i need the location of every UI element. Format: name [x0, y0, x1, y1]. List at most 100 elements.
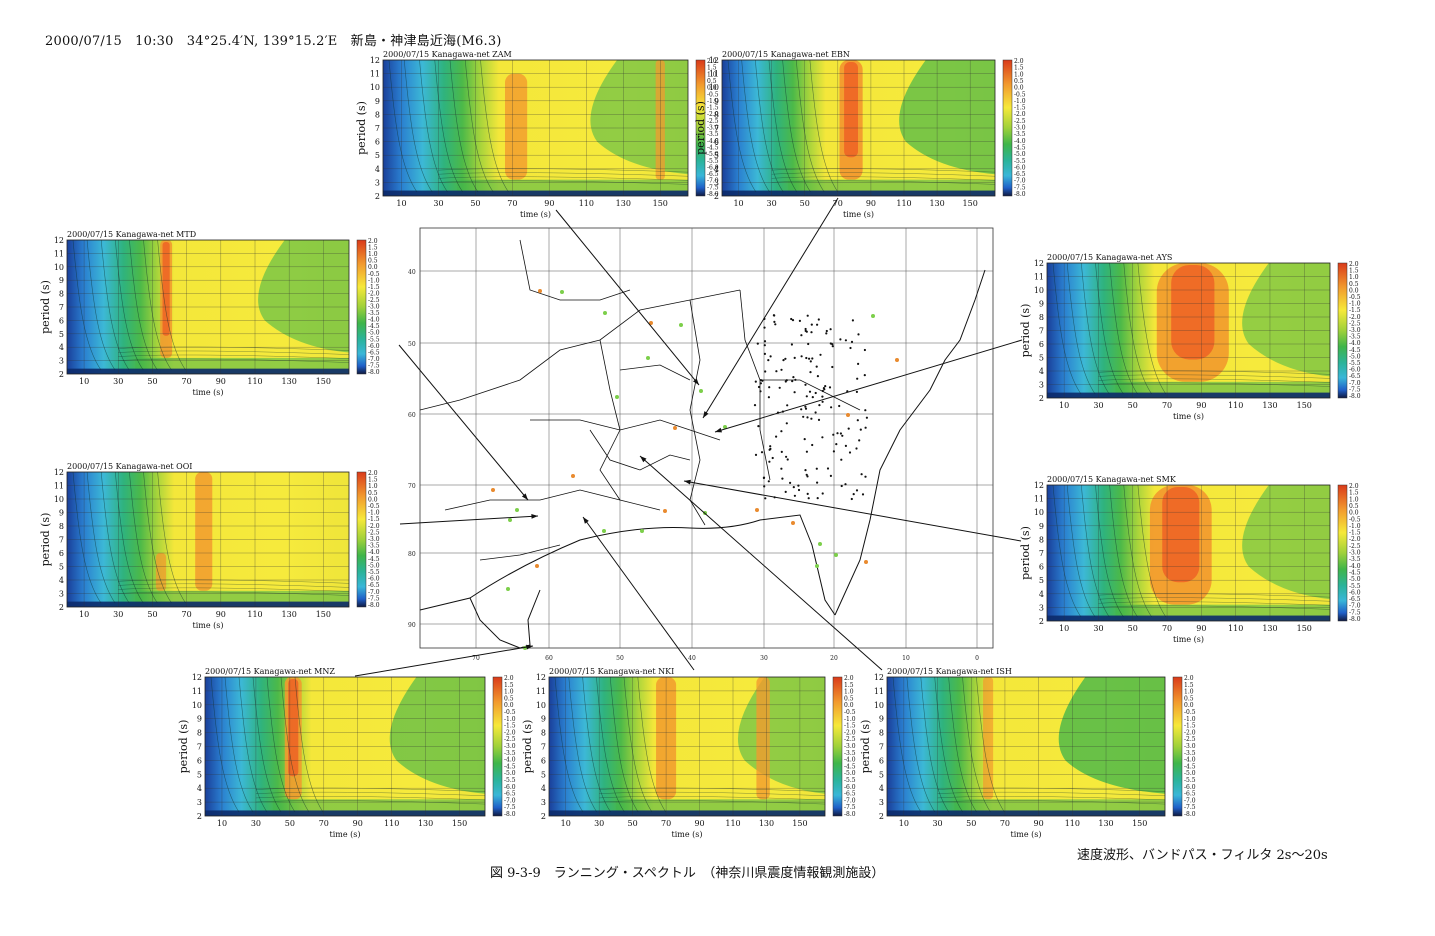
colorbar-tick-label: -7.0: [1349, 380, 1361, 387]
energy-band: [195, 472, 213, 591]
station-arrows: [354, 197, 1023, 677]
colorbar-tick-label: -0.5: [1349, 516, 1361, 523]
contour-line: [255, 800, 485, 805]
colorbar-tick-label: 0.5: [368, 490, 378, 497]
colorbar-tick-label: -3.5: [368, 310, 380, 317]
colorbar-tick-label: -6.0: [1349, 367, 1361, 374]
map-station-dot: [851, 319, 855, 322]
colorbar-tick-label: 0.5: [844, 695, 854, 702]
colorbar-tick-label: -4.0: [504, 757, 516, 764]
map-station-dot: [784, 490, 787, 493]
colorbar-tick-label: -4.5: [1349, 569, 1361, 576]
heatmap-area: [67, 240, 349, 374]
colorbar-tick-label: -4.0: [844, 757, 856, 764]
arrow-head: [640, 456, 647, 463]
map-station-dot: [804, 329, 807, 332]
y-axis-label: period (s): [859, 720, 872, 774]
colorbar-tick-label: -4.0: [707, 138, 719, 145]
colorbar-tick-label: -2.5: [1349, 543, 1361, 550]
colorbar-tick-label: -3.5: [504, 750, 516, 757]
x-tick-label: 10: [561, 819, 571, 828]
map-seismometer-dot: [560, 290, 564, 294]
map-seismometer-dot: [679, 323, 683, 327]
y-tick-label: 10: [874, 701, 884, 710]
colorbar-tick-label: 0.5: [707, 78, 717, 85]
colorbar-tick-label: -1.0: [504, 716, 516, 723]
map-seismometer-dot: [506, 587, 510, 591]
colorbar-tick-label: -2.5: [1349, 320, 1361, 327]
x-tick-label: 130: [929, 199, 944, 208]
colorbar-tick-label: -4.0: [368, 317, 380, 324]
y-tick-label: 5: [375, 151, 380, 160]
arrow-head: [583, 517, 589, 524]
map-station-dot: [856, 377, 859, 380]
plot-frame: [66, 471, 350, 608]
municipal-boundary: [519, 239, 631, 301]
y-tick-label: 12: [54, 468, 64, 477]
x-tick-label: 30: [932, 819, 942, 828]
contour-line: [809, 60, 839, 193]
colorbar-tick-label: -1.5: [707, 105, 719, 112]
y-tick-label: 10: [370, 83, 380, 92]
x-tick-label: 110: [725, 819, 740, 828]
map-station-dot: [757, 425, 760, 428]
colorbar-tick-label: -7.5: [1014, 184, 1026, 191]
colorbar-tick-label: -1.5: [1349, 307, 1361, 314]
contour-line: [72, 472, 102, 604]
contour-line: [1066, 485, 1096, 618]
y-tick-label: 12: [370, 56, 380, 65]
colorbar-tick-label: 0.0: [504, 702, 514, 709]
heatmap-area: [722, 60, 995, 196]
y-tick-label: 6: [1039, 340, 1044, 349]
station-arrow: [639, 455, 883, 671]
plot-frame: [382, 59, 689, 197]
map-seismometer-dot: [538, 289, 542, 293]
figure-caption: 図 9-3-9 ランニング・スペクトル （神奈川県震度情報観測施設）: [490, 866, 885, 881]
colorbar-tick-label: -4.5: [1349, 347, 1361, 354]
y-tick-label: 7: [1039, 549, 1044, 558]
colorbar-tick-label: -3.0: [504, 743, 516, 750]
y-tick-label: 12: [709, 56, 719, 65]
x-tick-label: 130: [282, 610, 297, 619]
x-tick-label: 90: [216, 610, 226, 619]
y-tick-label: 9: [714, 97, 719, 106]
colorbar-tick-label: -0.5: [707, 91, 719, 98]
colorbar-tick-label: -2.5: [844, 736, 856, 743]
contour-line: [1098, 605, 1330, 610]
contour-line: [1098, 601, 1330, 606]
map-station-dot: [844, 444, 848, 447]
x-axis-label: time (s): [672, 830, 703, 839]
y-tick-label: 12: [192, 673, 202, 682]
map-station-dot: [850, 340, 854, 343]
colorbar-tick-label: -2.5: [368, 529, 380, 536]
colorbar-tick-label: -7.0: [844, 797, 856, 804]
colorbar-tick-label: -6.0: [368, 343, 380, 350]
y-tick-label: 12: [1034, 259, 1044, 268]
colorbar-tick-label: 2.0: [1014, 58, 1024, 65]
map-seismometer-dot: [895, 358, 899, 362]
contour-line: [388, 60, 418, 193]
municipal-boundary: [444, 489, 621, 511]
energy-peak: [1171, 265, 1215, 360]
contour-line: [1098, 597, 1330, 602]
contour-line: [419, 60, 448, 193]
map-station-dot: [811, 357, 814, 360]
map-station-dot: [791, 319, 795, 322]
x-tick-label: 130: [616, 199, 631, 208]
colorbar-tick-label: 1.5: [1014, 65, 1024, 72]
colorbar: [492, 676, 503, 817]
map-lon-label: 40: [688, 655, 696, 662]
map-station-dot: [829, 342, 832, 345]
colorbar-tick-label: 1.5: [504, 682, 514, 689]
plot-frame: [66, 239, 350, 375]
x-tick-label: 110: [579, 199, 594, 208]
colorbar-tick-label: -0.5: [504, 709, 516, 716]
y-tick-label: 7: [714, 124, 719, 133]
contour-line: [118, 354, 349, 359]
x-tick-label: 130: [418, 819, 433, 828]
y-tick-label: 10: [536, 701, 546, 710]
map-lon-label: 10: [902, 655, 910, 662]
